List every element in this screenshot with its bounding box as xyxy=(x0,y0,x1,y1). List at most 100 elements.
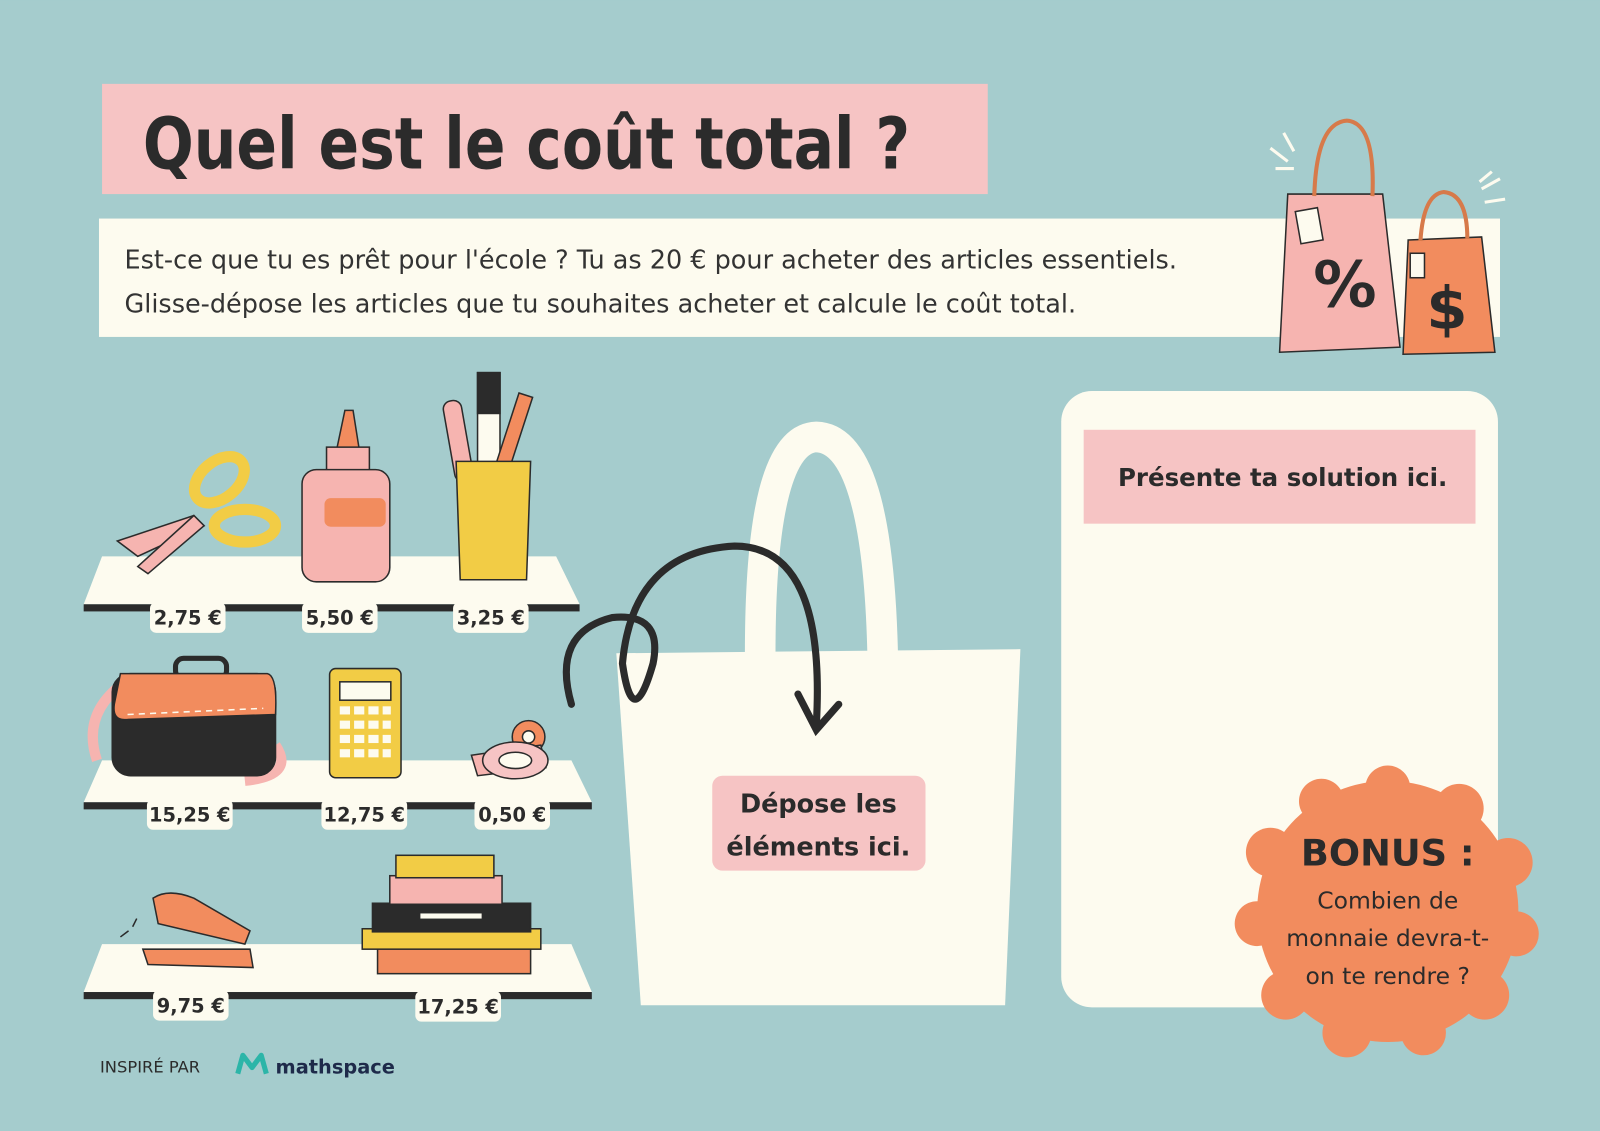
title-banner xyxy=(102,83,988,195)
price-tag: 12,75 € xyxy=(321,799,408,830)
calculator xyxy=(354,734,365,744)
bonus-badge xyxy=(1257,780,1519,1043)
drop-label xyxy=(712,775,926,871)
stapler xyxy=(141,948,254,969)
shopping-bags xyxy=(1418,189,1470,242)
shelves xyxy=(83,992,592,1000)
shopping-bags xyxy=(1269,132,1506,204)
stapler[interactable] xyxy=(119,892,254,969)
price: 17,25 € xyxy=(417,995,499,1018)
bonus-badge xyxy=(1493,911,1539,957)
scissors xyxy=(208,503,282,548)
title-banner: Quel est le coût total ? xyxy=(102,83,988,195)
bonus-badge xyxy=(1234,901,1280,947)
scissors[interactable] xyxy=(115,447,282,575)
bonus-badge xyxy=(1298,778,1344,824)
price: 15,25 € xyxy=(149,804,231,827)
tote-bag xyxy=(744,421,898,654)
tape xyxy=(498,751,533,770)
price-tag: 3,25 € xyxy=(453,602,529,633)
instruction-line: Glisse-dépose les articles que tu souhai… xyxy=(124,289,1076,319)
calculator xyxy=(354,749,365,758)
solution-panel xyxy=(1083,429,1476,524)
shopping-bags xyxy=(1294,206,1324,245)
drop-label-line: éléments ici. xyxy=(726,832,910,862)
calculator xyxy=(368,734,379,744)
brand-logo xyxy=(235,1052,269,1075)
calculator xyxy=(339,706,350,715)
price-tag xyxy=(415,991,502,1022)
calculator xyxy=(382,706,391,715)
calculator xyxy=(339,706,391,758)
bonus-text: monnaie devra-t- xyxy=(1286,924,1489,952)
price: 0,50 € xyxy=(478,804,546,827)
bonus-badge xyxy=(1322,1008,1372,1058)
briefcase[interactable] xyxy=(87,655,287,786)
title: Quel est le coût total ? xyxy=(143,103,910,186)
price-tag: 0,50 € xyxy=(474,799,550,830)
briefcase xyxy=(113,672,277,721)
price-tag xyxy=(302,602,378,633)
calculator xyxy=(339,720,350,729)
tape[interactable] xyxy=(470,719,549,780)
drop-label: Dépose les éléments ici. xyxy=(712,775,926,871)
bonus-badge xyxy=(1234,765,1539,1058)
shopping-bags: % $ xyxy=(1269,118,1506,356)
shopping-bags xyxy=(1409,252,1426,279)
book-stack[interactable] xyxy=(361,854,542,975)
bonus-badge xyxy=(1483,837,1533,887)
credit-text: INSPIRÉ PAR xyxy=(100,1058,200,1077)
glue-bottle xyxy=(324,498,386,527)
bonus-badge xyxy=(1261,970,1311,1020)
instructions-box xyxy=(98,218,1500,337)
bonus-badge xyxy=(1365,765,1411,811)
instruction-line: Est-ce que tu es prêt pour l'école ? Tu … xyxy=(124,246,1176,276)
calculator xyxy=(354,720,365,729)
price-tag xyxy=(453,602,529,633)
price-tag: 15,25 € xyxy=(146,799,233,830)
book-stack xyxy=(376,946,532,975)
book-stack xyxy=(420,913,482,919)
briefcase xyxy=(127,707,264,716)
calculator xyxy=(382,734,391,744)
bonus-badge xyxy=(1460,970,1510,1020)
curved-arrow xyxy=(562,542,843,737)
price-tag xyxy=(153,989,229,1021)
pencil-cup[interactable] xyxy=(442,371,534,581)
calculator xyxy=(368,720,379,729)
instructions-box: Est-ce que tu es prêt pour l'école ? Tu … xyxy=(98,218,1500,337)
glue-bottle xyxy=(325,446,371,473)
price-tag xyxy=(474,799,550,830)
shopping-bags xyxy=(1312,118,1375,197)
stapler xyxy=(119,918,138,938)
calculator xyxy=(382,720,391,729)
price-tag xyxy=(146,799,233,830)
price: 9,75 € xyxy=(157,994,225,1017)
glue-bottle[interactable] xyxy=(301,409,391,583)
scissors xyxy=(136,514,206,575)
bonus-title: BONUS : xyxy=(1301,832,1475,875)
book-stack xyxy=(389,874,503,906)
price-tag: 17,25 € xyxy=(415,991,502,1022)
price: 5,50 € xyxy=(306,607,374,630)
calculator[interactable] xyxy=(328,667,402,779)
stapler xyxy=(152,892,251,945)
price-tag: 9,75 € xyxy=(153,989,229,1021)
solution-label: Présente ta solution ici. xyxy=(1118,463,1447,492)
price-tag: 2,75 € xyxy=(150,602,226,633)
bonus-badge: BONUS : Combien de monnaie devra-t- on t… xyxy=(1234,765,1539,1058)
pencil-cup xyxy=(476,371,501,415)
price-tag xyxy=(321,799,408,830)
pencil-cup xyxy=(455,460,532,581)
price-tag: 5,50 € xyxy=(302,602,378,633)
price: 3,25 € xyxy=(457,607,525,630)
calculator xyxy=(368,749,379,758)
calculator xyxy=(339,734,350,744)
bonus-badge xyxy=(1245,827,1295,877)
calculator xyxy=(382,749,391,758)
drop-label-line: Dépose les xyxy=(740,789,897,819)
price: 12,75 € xyxy=(324,804,406,827)
bonus-badge xyxy=(1434,783,1484,833)
scissors xyxy=(188,451,250,509)
